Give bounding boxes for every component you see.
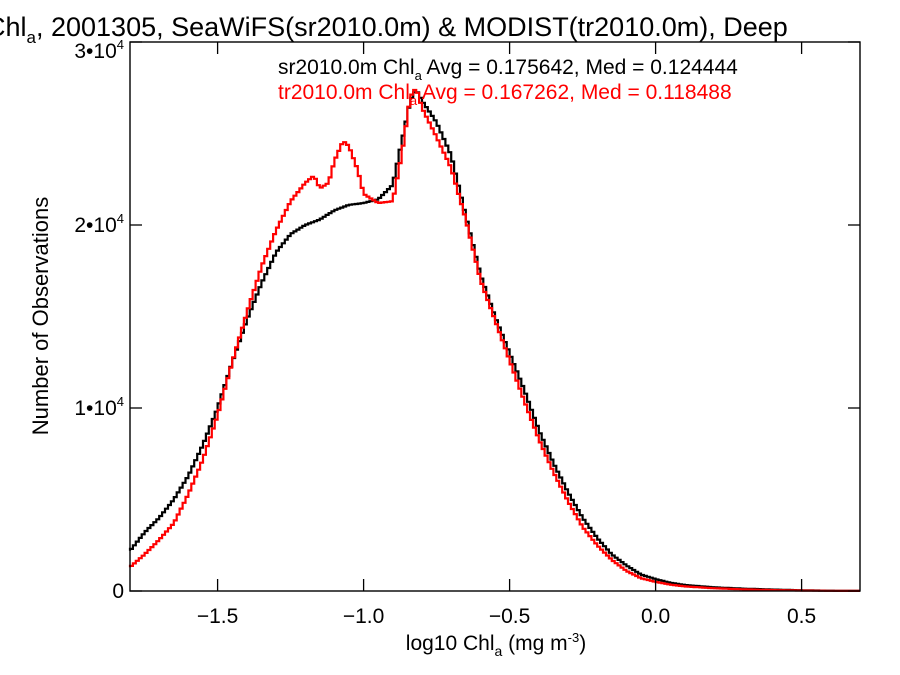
y-axis-label: Number of Observations (28, 197, 53, 435)
x-tick-label-4: 0.5 (787, 605, 816, 628)
y-tick-label-0: 0 (112, 580, 124, 603)
series-layer (128, 88, 860, 592)
series-line-0 (128, 91, 860, 592)
x-tick-label-1: −1.0 (343, 605, 384, 628)
y-tick-label-2: 2•104 (74, 211, 124, 237)
x-axis-label: log10 Chla (mg m-3) (406, 630, 586, 659)
plot-frame (129, 41, 861, 592)
y-axis-ticks: 0 1•104 2•104 3•104 (74, 37, 860, 603)
x-axis-ticks: −1.5 −1.0 −0.5 0.0 0.5 (197, 42, 816, 628)
y-tick-label-1: 1•104 (74, 394, 124, 420)
x-tick-label-0: −1.5 (197, 605, 238, 628)
y-tick-label-3: 3•104 (74, 37, 124, 63)
x-tick-label-2: −0.5 (489, 605, 530, 628)
chart-title: Chla, 2001305, SeaWiFS(sr2010.0m) & MODI… (0, 12, 788, 47)
series-line-1 (128, 88, 860, 592)
x-tick-label-3: 0.0 (641, 605, 670, 628)
legend-entry-red: tr2010.0m Chla Avg = 0.167262, Med = 0.1… (278, 81, 732, 108)
legend-entry-black: sr2010.0m Chla Avg = 0.175642, Med = 0.1… (278, 56, 738, 83)
